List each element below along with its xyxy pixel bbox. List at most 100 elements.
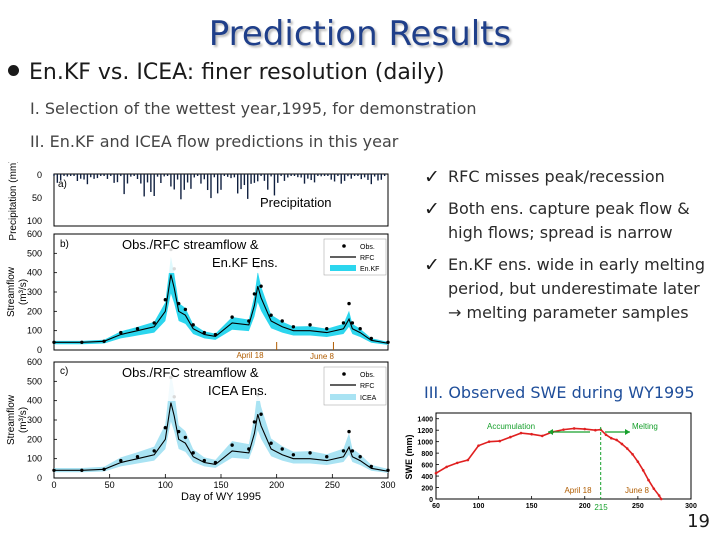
main-bullet-text: En.KF vs. ICEA: finer resolution (daily) bbox=[29, 60, 445, 85]
x-axis-label: Day of WY 1995 bbox=[181, 491, 261, 502]
swe-point bbox=[625, 447, 629, 450]
swe-point bbox=[455, 461, 459, 465]
y-tick-label: 400 bbox=[27, 396, 42, 406]
obs-point bbox=[325, 327, 329, 331]
rfc-line bbox=[54, 274, 389, 344]
panel-c-ylabel-1: Streamflow bbox=[6, 394, 17, 445]
swe-point bbox=[562, 428, 565, 431]
y-tick-label: 0 bbox=[37, 473, 42, 483]
swe-point bbox=[615, 438, 618, 442]
panel-c-legend-icea: ICEA bbox=[360, 395, 377, 402]
panel-c-ylabel-2: (m³/s) bbox=[18, 407, 29, 433]
panel-b-legend: Obs. RFC En.KF bbox=[323, 238, 387, 276]
panel-b-marker-june: June 8 bbox=[310, 352, 335, 361]
finding-1: ✓ RFC misses peak/recession bbox=[424, 166, 665, 188]
panel-b-legend-obs: Obs. bbox=[360, 244, 375, 251]
obs-point bbox=[341, 321, 346, 325]
x-tick-label: 50 bbox=[105, 480, 115, 490]
swe-point bbox=[434, 471, 438, 475]
bullet-icon bbox=[8, 64, 19, 76]
swe-x-tick-label: 60 bbox=[432, 503, 440, 510]
obs-point bbox=[183, 435, 188, 440]
panel-c-label-2: ICEA Ens. bbox=[208, 383, 267, 398]
swe-y-tick-label: 400 bbox=[421, 474, 433, 481]
obs-point bbox=[269, 313, 273, 317]
obs-point bbox=[259, 284, 263, 288]
obs-point bbox=[269, 441, 273, 445]
swe-point bbox=[466, 458, 470, 462]
obs-point bbox=[350, 321, 355, 325]
obs-point bbox=[341, 449, 346, 453]
swe-point bbox=[583, 427, 587, 431]
obs-point bbox=[259, 412, 263, 416]
swe-point bbox=[631, 452, 634, 456]
legend-icea-swatch bbox=[330, 394, 356, 400]
x-tick-label: 0 bbox=[51, 480, 56, 490]
panel-a-ytick-50: 50 bbox=[32, 193, 42, 203]
obs-point bbox=[358, 327, 362, 331]
slide-title: Prediction Results bbox=[208, 14, 512, 54]
swe-point bbox=[487, 440, 491, 443]
panel-b-legend-rfc: RFC bbox=[360, 255, 374, 262]
findings-list: ✓ RFC misses peak/recession ✓ Both ens. ca… bbox=[424, 165, 714, 333]
check-icon: ✓ bbox=[424, 254, 440, 276]
y-tick-label: 200 bbox=[27, 434, 42, 444]
swe-point bbox=[572, 427, 576, 430]
swe-point bbox=[620, 442, 624, 446]
panel-a-ytick-0: 0 bbox=[37, 170, 42, 180]
obs-point bbox=[247, 447, 251, 451]
panel-b-ylabel-1: Streamflow bbox=[6, 266, 17, 317]
enkf-plot bbox=[52, 247, 390, 350]
obs-point bbox=[191, 323, 195, 327]
swe-point bbox=[610, 436, 613, 440]
swe-x-tick-label: 100 bbox=[473, 503, 485, 510]
y-tick-label: 500 bbox=[27, 248, 42, 258]
icea-plot bbox=[52, 372, 390, 473]
y-tick-label: 300 bbox=[27, 287, 42, 297]
panel-c-label-1: Obs./RFC streamflow & bbox=[122, 365, 259, 380]
obs-point bbox=[386, 468, 390, 472]
obs-point bbox=[386, 340, 390, 344]
obs-point bbox=[102, 467, 106, 471]
precipitation-bars bbox=[53, 174, 386, 200]
obs-point bbox=[213, 460, 218, 465]
y-tick-label: 500 bbox=[27, 376, 42, 386]
obs-point bbox=[80, 468, 84, 472]
swe-point bbox=[647, 478, 650, 482]
swe-chart: 0 200 400 600 800 1000 1200 1400 60 100 150 200 250… bbox=[404, 412, 697, 512]
panel-c-letter: c) bbox=[60, 366, 68, 377]
y-tick-label: 200 bbox=[27, 306, 42, 316]
swe-point bbox=[594, 428, 597, 432]
panel-b-marker-april: April 18 bbox=[236, 351, 264, 360]
obs-point bbox=[369, 464, 373, 469]
obs-point bbox=[280, 447, 284, 451]
swe-y-tick-label: 1000 bbox=[417, 440, 433, 447]
x-tick-label: 200 bbox=[269, 480, 284, 490]
swe-point bbox=[519, 431, 523, 435]
obs-point bbox=[135, 327, 140, 331]
obs-point bbox=[102, 339, 106, 343]
obs-point bbox=[252, 420, 257, 424]
swe-point bbox=[445, 465, 448, 469]
obs-point bbox=[152, 321, 156, 325]
obs-point bbox=[119, 458, 123, 463]
enkf-panel: b) Obs./RFC streamflow & En.KF Ens. Obs.… bbox=[6, 229, 390, 361]
obs-point bbox=[183, 307, 188, 312]
obs-point bbox=[325, 455, 329, 459]
obs-point bbox=[350, 449, 355, 453]
obs-point bbox=[280, 319, 284, 323]
swe-point bbox=[540, 434, 544, 438]
swe-point bbox=[657, 494, 661, 497]
obs-point bbox=[52, 468, 56, 472]
icea-panel: c) Obs./RFC streamflow & ICEA Ens. Obs. … bbox=[6, 357, 390, 483]
swe-marker-day: 215 bbox=[594, 503, 608, 512]
melting-label: Melting bbox=[632, 422, 658, 431]
swe-y-tick-label: 0 bbox=[429, 497, 433, 504]
x-tick-label: 150 bbox=[213, 480, 228, 490]
check-icon: ✓ bbox=[424, 166, 440, 188]
obs-point bbox=[308, 451, 312, 455]
swe-y-tick-label: 1200 bbox=[417, 428, 433, 435]
swe-y-tick-label: 600 bbox=[421, 463, 433, 470]
obs-point bbox=[135, 455, 140, 459]
swe-x-tick-label: 200 bbox=[579, 503, 591, 510]
